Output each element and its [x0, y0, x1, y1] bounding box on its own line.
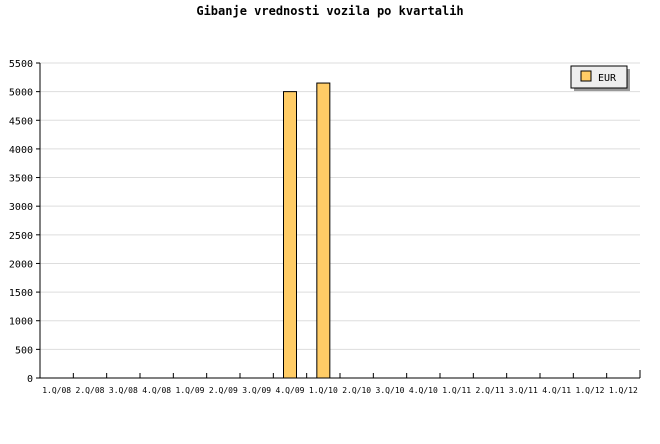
x-tick-label: 2.Q/10 — [342, 386, 371, 395]
x-tick-label: 1.Q/12 — [576, 386, 605, 395]
x-tick-label: 1.Q/09 — [176, 386, 205, 395]
x-tick-label: 1.Q/10 — [309, 386, 338, 395]
y-tick-label: 3000 — [9, 202, 33, 213]
x-tick-label: 2.Q/09 — [209, 386, 238, 395]
y-tick-label: 2500 — [9, 231, 33, 242]
legend: EUR — [570, 65, 630, 91]
x-tick-label: 4.Q/11 — [542, 386, 571, 395]
x-tick-label: 4.Q/08 — [142, 386, 171, 395]
x-tick-label: 3.Q/10 — [376, 386, 405, 395]
y-tick-label: 0 — [27, 374, 33, 385]
y-tick-label: 1000 — [9, 317, 33, 328]
y-tick-label: 5000 — [9, 88, 33, 99]
x-tick-label: 1.Q/11 — [442, 386, 471, 395]
y-tick-label: 1500 — [9, 288, 33, 299]
chart-title: Gibanje vrednosti vozila po kvartalih — [196, 4, 463, 18]
y-tick-label: 2000 — [9, 259, 33, 270]
x-tick-label: 1.Q/08 — [42, 386, 71, 395]
x-tick-label: 3.Q/08 — [109, 386, 138, 395]
y-tick-label: 4000 — [9, 145, 33, 156]
x-tick-label: 3.Q/09 — [242, 386, 271, 395]
x-tick-label: 2.Q/08 — [76, 386, 105, 395]
bars — [283, 82, 331, 379]
legend-swatch-eur — [580, 70, 592, 82]
x-tick-label: 2.Q/11 — [476, 386, 505, 395]
y-tick-label: 4500 — [9, 116, 33, 127]
gridlines — [40, 62, 640, 350]
x-tick-label: 1.Q/12 — [609, 386, 638, 395]
bar-1-q-10 — [316, 82, 331, 379]
axes: 0 500 1000 1500 2000 2500 3000 3500 4000 4500 5000… — [9, 59, 641, 395]
y-tick-label: 500 — [15, 345, 33, 356]
x-tick-label: 4.Q/09 — [276, 386, 305, 395]
legend-label-eur: EUR — [598, 73, 617, 84]
x-tick-label: 3.Q/11 — [509, 386, 538, 395]
bar-4-q-09 — [283, 91, 297, 379]
y-tick-label: 3500 — [9, 174, 33, 185]
x-tick-label: 4.Q/10 — [409, 386, 438, 395]
y-tick-label: 5500 — [9, 59, 33, 70]
